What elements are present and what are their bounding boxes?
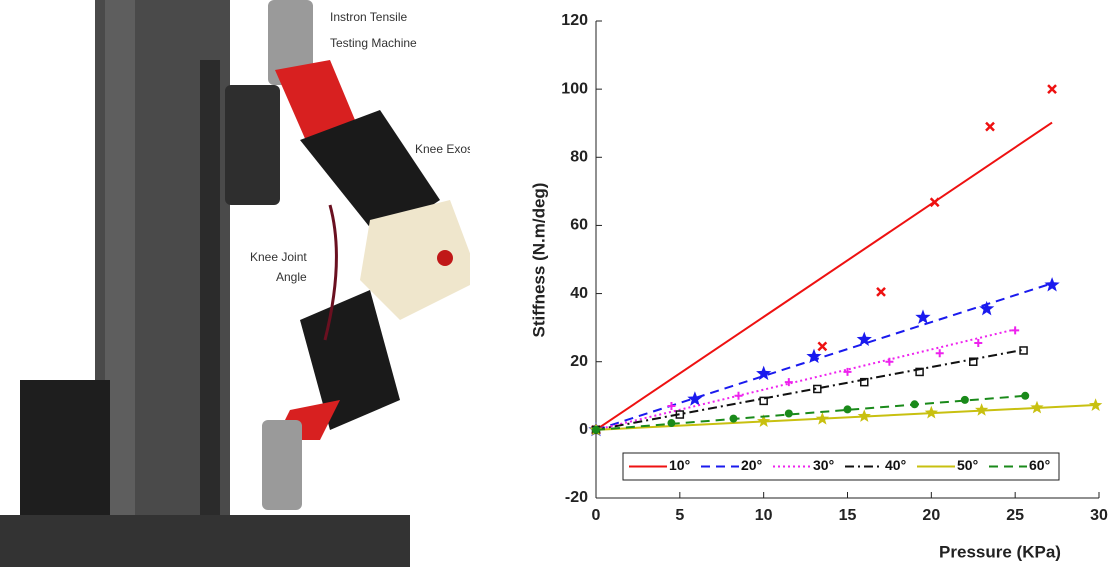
photo-label: Testing Machine xyxy=(330,36,417,50)
legend-label: 20° xyxy=(741,457,762,473)
fit-line xyxy=(595,328,1016,431)
marker xyxy=(1030,400,1044,414)
x-tick-label: 25 xyxy=(1006,507,1024,524)
photo-label: Instron Tensile xyxy=(330,10,407,24)
marker xyxy=(910,400,919,409)
marker xyxy=(756,365,772,381)
marker xyxy=(876,286,886,297)
y-tick-label: 0 xyxy=(579,421,588,438)
x-axis-label: Pressure (KPa) xyxy=(939,542,1061,561)
column-rail xyxy=(200,60,220,520)
control-pad xyxy=(225,85,280,205)
marker xyxy=(687,391,703,406)
base-box xyxy=(20,380,110,540)
marker xyxy=(675,410,685,419)
x-tick-label: 0 xyxy=(592,507,601,524)
x-tick-label: 5 xyxy=(675,507,684,524)
marker xyxy=(929,197,940,208)
marker xyxy=(734,391,743,400)
legend-label: 30° xyxy=(813,457,834,473)
joint-pin xyxy=(437,250,453,266)
marker xyxy=(843,367,852,376)
marker xyxy=(757,414,771,427)
marker xyxy=(975,403,989,416)
marker xyxy=(729,414,738,423)
y-tick-label: 40 xyxy=(570,285,588,302)
marker xyxy=(979,300,995,316)
fit-line xyxy=(595,121,1053,431)
y-axis-label: Stiffness (N.m/deg) xyxy=(529,183,548,338)
y-tick-label: 20 xyxy=(570,353,588,370)
marker xyxy=(960,395,969,404)
marker xyxy=(924,405,938,419)
marker xyxy=(667,419,676,428)
machine-base xyxy=(0,515,410,567)
marker xyxy=(1011,326,1020,335)
x-tick-label: 10 xyxy=(755,507,773,524)
shank-strap xyxy=(300,290,400,430)
marker xyxy=(856,331,872,346)
y-tick-label: 80 xyxy=(570,149,588,166)
legend-label: 50° xyxy=(957,457,978,473)
y-tick-label: 100 xyxy=(561,80,588,97)
marker xyxy=(857,409,871,422)
photo-label: Knee Joint xyxy=(250,250,307,264)
legend-label: 10° xyxy=(669,457,690,473)
y-tick-label: -20 xyxy=(565,489,588,506)
marker xyxy=(885,357,894,366)
marker xyxy=(784,378,793,387)
knee-joint xyxy=(360,200,480,320)
photo: Instron Tensile Testing Machine Knee Exo… xyxy=(0,0,486,567)
marker xyxy=(843,405,852,414)
legend-box xyxy=(622,452,1060,481)
x-tick-label: 30 xyxy=(1090,507,1108,524)
thigh-strap xyxy=(300,110,440,240)
marker xyxy=(592,425,600,434)
marker xyxy=(985,121,995,132)
legend-label: 40° xyxy=(885,457,906,473)
marker xyxy=(817,341,828,352)
x-tick-label: 15 xyxy=(839,507,857,524)
marker xyxy=(969,357,978,366)
marker xyxy=(1019,346,1028,355)
marker xyxy=(815,412,829,425)
marker xyxy=(759,396,768,406)
marker xyxy=(813,384,822,394)
angle-arc xyxy=(323,204,338,341)
marker xyxy=(860,377,869,387)
marker xyxy=(915,309,931,324)
lower-grip xyxy=(262,420,302,510)
marker xyxy=(974,338,983,347)
marker xyxy=(1044,277,1060,292)
fit-line xyxy=(595,348,1024,431)
marker xyxy=(1021,391,1030,400)
fit-line xyxy=(595,394,1026,431)
x-tick-label: 20 xyxy=(922,507,940,524)
photo-label: Knee Exosuit xyxy=(415,142,486,156)
y-tick-label: 120 xyxy=(561,12,588,29)
fit-line xyxy=(595,403,1096,431)
y-tick-label: 60 xyxy=(570,217,588,234)
marker xyxy=(915,367,924,377)
marker xyxy=(667,402,676,411)
legend-label: 60° xyxy=(1029,457,1050,473)
marker xyxy=(1089,398,1103,411)
marker xyxy=(806,348,822,364)
upper-grip xyxy=(268,0,313,85)
marker xyxy=(1047,84,1057,95)
marker xyxy=(784,409,793,418)
photo-label: Angle xyxy=(276,270,307,284)
marker xyxy=(935,349,944,358)
